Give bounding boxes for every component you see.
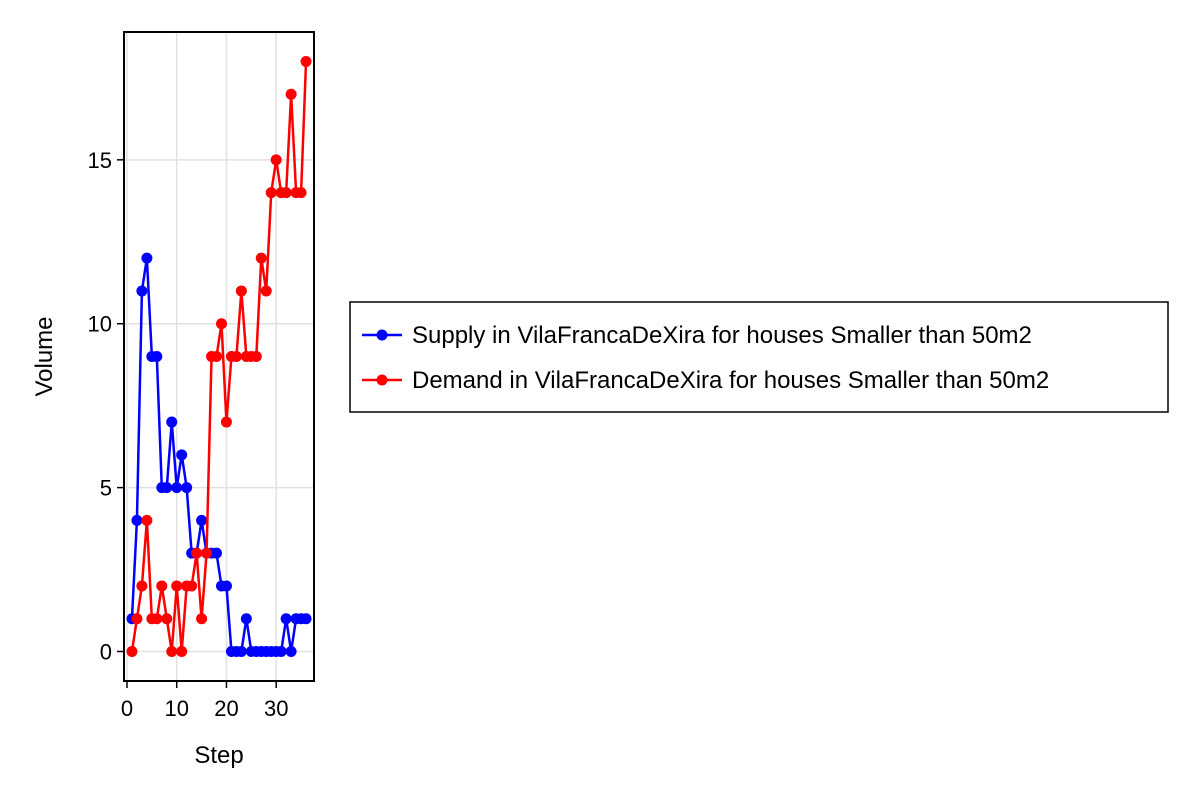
legend-item: Demand in VilaFrancaDeXira for houses Sm… bbox=[362, 367, 1049, 394]
data-point bbox=[171, 482, 183, 494]
legend-label: Supply in VilaFrancaDeXira for houses Sm… bbox=[412, 322, 1032, 349]
x-tick-label: 20 bbox=[214, 696, 238, 721]
data-point bbox=[166, 646, 178, 657]
data-point bbox=[196, 514, 208, 526]
axis-ticks: 0 10 20 30 0 5 10 15 bbox=[88, 148, 289, 721]
data-point bbox=[235, 646, 247, 657]
data-point bbox=[151, 351, 163, 362]
data-point bbox=[300, 613, 312, 625]
data-point bbox=[260, 285, 272, 297]
data-point bbox=[176, 646, 188, 657]
data-point bbox=[136, 580, 148, 592]
data-point bbox=[240, 613, 252, 625]
data-point bbox=[215, 318, 227, 330]
series-0 bbox=[126, 252, 312, 657]
data-point bbox=[126, 646, 138, 657]
y-tick-label: 0 bbox=[100, 640, 112, 665]
plot-frame bbox=[123, 31, 315, 682]
y-tick-label: 5 bbox=[100, 476, 112, 501]
data-point bbox=[270, 154, 282, 166]
data-point bbox=[285, 88, 297, 100]
legend-swatch-marker bbox=[376, 329, 388, 341]
x-tick-label: 30 bbox=[264, 696, 288, 721]
data-point bbox=[255, 252, 267, 264]
series-layer bbox=[126, 56, 312, 657]
y-tick-label: 10 bbox=[88, 312, 112, 337]
data-point bbox=[265, 187, 277, 199]
data-point bbox=[136, 285, 148, 297]
data-point bbox=[250, 351, 262, 362]
data-point bbox=[161, 482, 173, 494]
data-point bbox=[211, 351, 223, 362]
data-point bbox=[201, 547, 213, 559]
x-tick-label: 0 bbox=[121, 696, 133, 721]
series-1 bbox=[126, 56, 312, 657]
data-point bbox=[211, 547, 223, 559]
data-point bbox=[131, 613, 143, 625]
legend: Supply in VilaFrancaDeXira for houses Sm… bbox=[349, 301, 1169, 413]
data-point bbox=[230, 351, 242, 362]
data-point bbox=[275, 646, 287, 657]
data-point bbox=[161, 613, 173, 625]
data-point bbox=[171, 580, 183, 592]
data-point bbox=[300, 56, 312, 67]
data-point bbox=[235, 285, 247, 297]
data-point bbox=[131, 514, 143, 526]
data-point bbox=[186, 580, 198, 592]
legend-swatch-marker bbox=[376, 374, 388, 386]
x-tick-label: 10 bbox=[164, 696, 188, 721]
y-tick-label: 15 bbox=[88, 148, 112, 173]
legend-box bbox=[349, 301, 1169, 413]
x-axis-label: Step bbox=[194, 742, 243, 769]
data-point bbox=[156, 580, 168, 592]
data-point bbox=[220, 580, 232, 592]
series-line bbox=[130, 61, 308, 653]
data-point bbox=[181, 482, 193, 494]
data-point bbox=[141, 252, 153, 264]
legend-item: Supply in VilaFrancaDeXira for houses Sm… bbox=[362, 322, 1032, 349]
data-point bbox=[280, 187, 292, 199]
data-point bbox=[141, 514, 153, 526]
data-point bbox=[166, 416, 178, 428]
data-point bbox=[176, 449, 188, 461]
series-line bbox=[130, 256, 307, 653]
data-point bbox=[280, 613, 292, 625]
y-axis-label: Volume bbox=[31, 316, 58, 396]
data-point bbox=[295, 187, 307, 199]
data-point bbox=[191, 547, 203, 559]
data-point bbox=[285, 646, 297, 657]
data-point bbox=[220, 416, 232, 428]
legend-label: Demand in VilaFrancaDeXira for houses Sm… bbox=[412, 367, 1049, 394]
data-point bbox=[151, 613, 163, 625]
data-point bbox=[196, 613, 208, 625]
